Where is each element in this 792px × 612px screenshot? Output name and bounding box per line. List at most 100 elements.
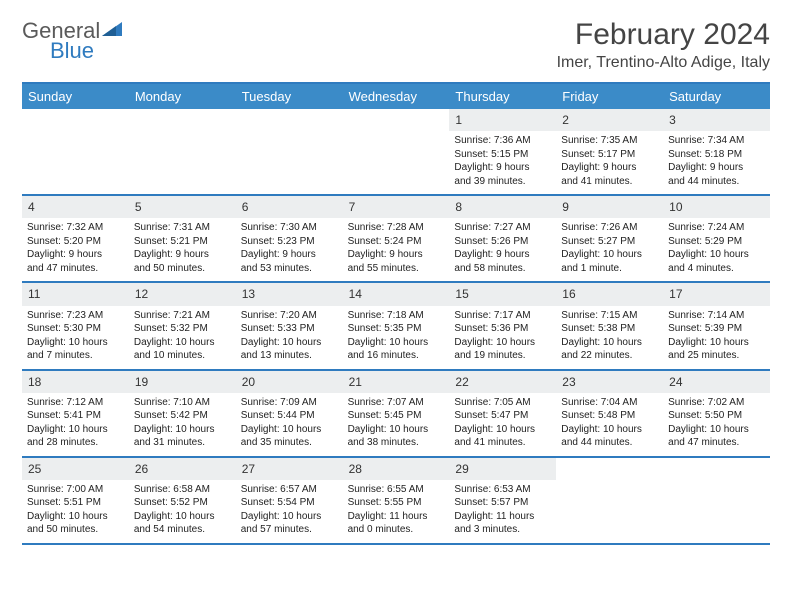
calendar-day-cell: 9Sunrise: 7:26 AMSunset: 5:27 PMDaylight… xyxy=(556,196,663,281)
day-number: 26 xyxy=(129,458,236,480)
sunrise-text: Sunrise: 7:05 AM xyxy=(454,396,551,410)
weekday-header: Saturday xyxy=(663,84,770,109)
day-number: 24 xyxy=(663,371,770,393)
daylight-text-2: and 10 minutes. xyxy=(134,349,231,363)
daylight-text-1: Daylight: 10 hours xyxy=(241,510,338,524)
sunrise-text: Sunrise: 7:28 AM xyxy=(348,221,445,235)
daylight-text-2: and 13 minutes. xyxy=(241,349,338,363)
day-number: 23 xyxy=(556,371,663,393)
day-number: 27 xyxy=(236,458,343,480)
daylight-text-1: Daylight: 10 hours xyxy=(27,510,124,524)
daylight-text-1: Daylight: 11 hours xyxy=(348,510,445,524)
daylight-text-2: and 55 minutes. xyxy=(348,262,445,276)
calendar-day-cell: 1Sunrise: 7:36 AMSunset: 5:15 PMDaylight… xyxy=(449,109,556,194)
calendar-day-cell: 26Sunrise: 6:58 AMSunset: 5:52 PMDayligh… xyxy=(129,458,236,543)
daylight-text-1: Daylight: 10 hours xyxy=(27,336,124,350)
day-number: 25 xyxy=(22,458,129,480)
daylight-text-1: Daylight: 10 hours xyxy=(561,248,658,262)
day-number: 28 xyxy=(343,458,450,480)
daylight-text-2: and 44 minutes. xyxy=(668,175,765,189)
day-number: 29 xyxy=(449,458,556,480)
sunrise-text: Sunrise: 7:30 AM xyxy=(241,221,338,235)
day-number: 5 xyxy=(129,196,236,218)
daylight-text-1: Daylight: 9 hours xyxy=(668,161,765,175)
sunrise-text: Sunrise: 7:23 AM xyxy=(27,309,124,323)
sunrise-text: Sunrise: 7:36 AM xyxy=(454,134,551,148)
sunset-text: Sunset: 5:18 PM xyxy=(668,148,765,162)
day-number: 1 xyxy=(449,109,556,131)
weekday-header: Friday xyxy=(556,84,663,109)
sunrise-text: Sunrise: 6:57 AM xyxy=(241,483,338,497)
daylight-text-2: and 53 minutes. xyxy=(241,262,338,276)
calendar-day-cell: 20Sunrise: 7:09 AMSunset: 5:44 PMDayligh… xyxy=(236,371,343,456)
daylight-text-1: Daylight: 10 hours xyxy=(348,336,445,350)
daylight-text-1: Daylight: 9 hours xyxy=(454,248,551,262)
day-number: 21 xyxy=(343,371,450,393)
calendar-day-cell: . xyxy=(343,109,450,194)
sunset-text: Sunset: 5:38 PM xyxy=(561,322,658,336)
sunrise-text: Sunrise: 7:24 AM xyxy=(668,221,765,235)
day-number: 12 xyxy=(129,283,236,305)
daylight-text-2: and 50 minutes. xyxy=(27,523,124,537)
daylight-text-1: Daylight: 11 hours xyxy=(454,510,551,524)
daylight-text-1: Daylight: 10 hours xyxy=(134,510,231,524)
daylight-text-1: Daylight: 10 hours xyxy=(561,336,658,350)
sunrise-text: Sunrise: 7:12 AM xyxy=(27,396,124,410)
sunrise-text: Sunrise: 7:15 AM xyxy=(561,309,658,323)
daylight-text-2: and 41 minutes. xyxy=(454,436,551,450)
daylight-text-1: Daylight: 10 hours xyxy=(668,423,765,437)
daylight-text-2: and 1 minute. xyxy=(561,262,658,276)
sunset-text: Sunset: 5:55 PM xyxy=(348,496,445,510)
brand-text-2: Blue xyxy=(50,38,94,63)
calendar-day-cell: 23Sunrise: 7:04 AMSunset: 5:48 PMDayligh… xyxy=(556,371,663,456)
daylight-text-2: and 22 minutes. xyxy=(561,349,658,363)
weekday-header: Sunday xyxy=(22,84,129,109)
calendar-day-cell: 3Sunrise: 7:34 AMSunset: 5:18 PMDaylight… xyxy=(663,109,770,194)
sunset-text: Sunset: 5:42 PM xyxy=(134,409,231,423)
daylight-text-1: Daylight: 9 hours xyxy=(561,161,658,175)
daylight-text-2: and 47 minutes. xyxy=(668,436,765,450)
sunset-text: Sunset: 5:20 PM xyxy=(27,235,124,249)
sunrise-text: Sunrise: 7:14 AM xyxy=(668,309,765,323)
sunrise-text: Sunrise: 7:09 AM xyxy=(241,396,338,410)
calendar-day-cell: 4Sunrise: 7:32 AMSunset: 5:20 PMDaylight… xyxy=(22,196,129,281)
sunrise-text: Sunrise: 7:27 AM xyxy=(454,221,551,235)
daylight-text-2: and 47 minutes. xyxy=(27,262,124,276)
sunset-text: Sunset: 5:51 PM xyxy=(27,496,124,510)
sunrise-text: Sunrise: 7:04 AM xyxy=(561,396,658,410)
sunrise-text: Sunrise: 6:58 AM xyxy=(134,483,231,497)
calendar-day-cell: 12Sunrise: 7:21 AMSunset: 5:32 PMDayligh… xyxy=(129,283,236,368)
sunrise-text: Sunrise: 7:00 AM xyxy=(27,483,124,497)
calendar-week-row: 25Sunrise: 7:00 AMSunset: 5:51 PMDayligh… xyxy=(22,458,770,545)
day-number: 7 xyxy=(343,196,450,218)
daylight-text-1: Daylight: 10 hours xyxy=(668,248,765,262)
daylight-text-2: and 38 minutes. xyxy=(348,436,445,450)
daylight-text-2: and 28 minutes. xyxy=(27,436,124,450)
calendar-week-row: 18Sunrise: 7:12 AMSunset: 5:41 PMDayligh… xyxy=(22,371,770,458)
calendar-day-cell: 21Sunrise: 7:07 AMSunset: 5:45 PMDayligh… xyxy=(343,371,450,456)
calendar-day-cell: 8Sunrise: 7:27 AMSunset: 5:26 PMDaylight… xyxy=(449,196,556,281)
weekday-header: Monday xyxy=(129,84,236,109)
day-number: 4 xyxy=(22,196,129,218)
day-number: 19 xyxy=(129,371,236,393)
sunrise-text: Sunrise: 7:07 AM xyxy=(348,396,445,410)
sunset-text: Sunset: 5:24 PM xyxy=(348,235,445,249)
sunrise-text: Sunrise: 7:18 AM xyxy=(348,309,445,323)
sunrise-text: Sunrise: 7:17 AM xyxy=(454,309,551,323)
day-number: 13 xyxy=(236,283,343,305)
daylight-text-2: and 16 minutes. xyxy=(348,349,445,363)
sunset-text: Sunset: 5:35 PM xyxy=(348,322,445,336)
sunset-text: Sunset: 5:57 PM xyxy=(454,496,551,510)
daylight-text-1: Daylight: 9 hours xyxy=(27,248,124,262)
daylight-text-1: Daylight: 10 hours xyxy=(241,336,338,350)
day-number: 16 xyxy=(556,283,663,305)
calendar-day-cell: 5Sunrise: 7:31 AMSunset: 5:21 PMDaylight… xyxy=(129,196,236,281)
day-number: 10 xyxy=(663,196,770,218)
daylight-text-2: and 3 minutes. xyxy=(454,523,551,537)
daylight-text-2: and 44 minutes. xyxy=(561,436,658,450)
weekday-header-row: Sunday Monday Tuesday Wednesday Thursday… xyxy=(22,84,770,109)
daylight-text-1: Daylight: 9 hours xyxy=(134,248,231,262)
calendar-day-cell: 24Sunrise: 7:02 AMSunset: 5:50 PMDayligh… xyxy=(663,371,770,456)
sunset-text: Sunset: 5:33 PM xyxy=(241,322,338,336)
daylight-text-1: Daylight: 10 hours xyxy=(27,423,124,437)
